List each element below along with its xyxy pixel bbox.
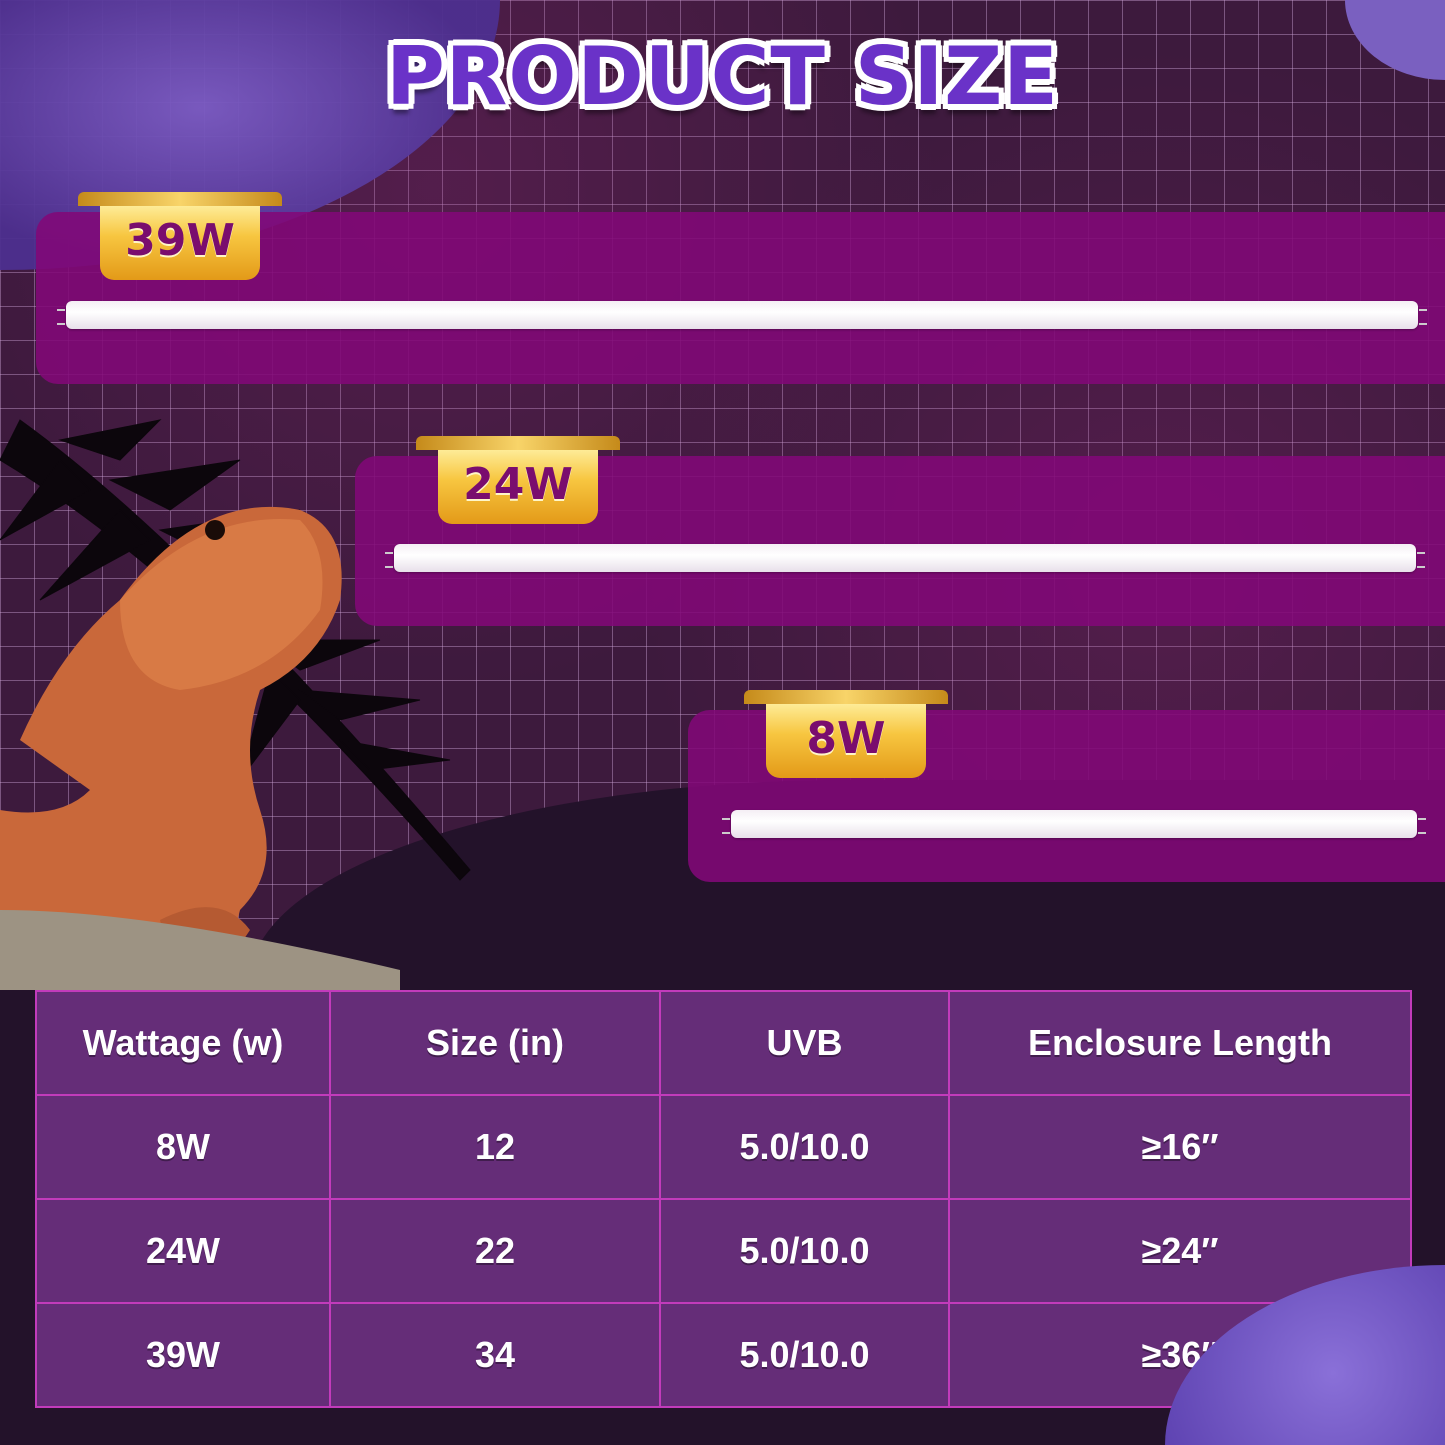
- uvb-tube-39w: [57, 301, 1427, 329]
- cell-uvb: 5.0/10.0: [659, 1094, 950, 1200]
- table-row: 24W 22 5.0/10.0 ≥24″: [35, 1198, 1412, 1304]
- badge-24w: 24W: [416, 436, 620, 524]
- cell-size: 22: [329, 1198, 661, 1304]
- uvb-tube-24w: [385, 544, 1425, 572]
- bearded-dragon-image: [0, 506, 400, 990]
- cell-size: 12: [329, 1094, 661, 1200]
- cell-wattage: 24W: [35, 1198, 331, 1304]
- header-size: Size (in): [329, 990, 661, 1096]
- cell-wattage: 39W: [35, 1302, 331, 1408]
- header-enclosure-length: Enclosure Length: [948, 990, 1412, 1096]
- table-header-row: Wattage (w) Size (in) UVB Enclosure Leng…: [35, 990, 1412, 1096]
- bulb-panel-39w: [36, 212, 1445, 384]
- header-uvb: UVB: [659, 990, 950, 1096]
- cell-uvb: 5.0/10.0: [659, 1198, 950, 1304]
- uvb-tube-8w: [722, 810, 1426, 838]
- badge-8w: 8W: [744, 690, 948, 778]
- cell-uvb: 5.0/10.0: [659, 1302, 950, 1408]
- table-row: 8W 12 5.0/10.0 ≥16″: [35, 1094, 1412, 1200]
- cell-wattage: 8W: [35, 1094, 331, 1200]
- page-title: PRODUCT SIZE: [386, 30, 1059, 123]
- badge-39w: 39W: [78, 192, 282, 280]
- header-wattage: Wattage (w): [35, 990, 331, 1096]
- cell-size: 34: [329, 1302, 661, 1408]
- size-spec-table: Wattage (w) Size (in) UVB Enclosure Leng…: [35, 990, 1412, 1408]
- cell-enclosure-length: ≥16″: [948, 1094, 1412, 1200]
